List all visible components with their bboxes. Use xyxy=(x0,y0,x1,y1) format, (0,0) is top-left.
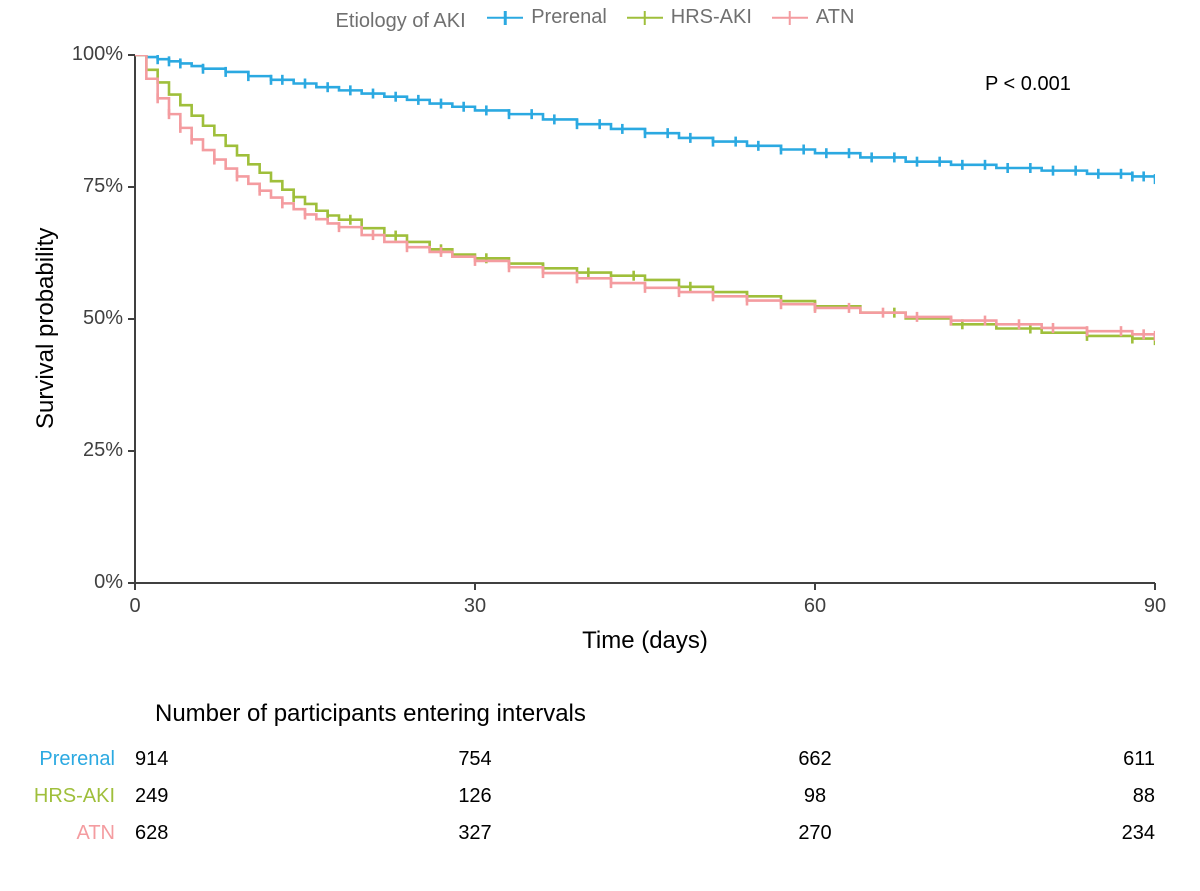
risk-cell: 628 xyxy=(135,822,215,845)
survival-curve-hrs-aki xyxy=(135,55,1155,340)
risk-cell: 611 xyxy=(1075,748,1155,771)
risk-cell: 249 xyxy=(135,785,215,808)
risk-row-label-hrs-aki: HRS-AKI xyxy=(0,785,115,808)
x-tick-mark xyxy=(814,583,816,590)
risk-cell: 754 xyxy=(435,748,515,771)
x-tick-mark xyxy=(134,583,136,590)
survival-curves xyxy=(135,55,1155,583)
survival-curve-atn xyxy=(135,55,1155,336)
risk-cell: 126 xyxy=(435,785,515,808)
x-tick-mark xyxy=(1154,583,1156,590)
legend-swatch-icon xyxy=(772,9,808,27)
plot-area: 0%25%50%75%100%0306090 xyxy=(135,55,1155,583)
risk-cell: 88 xyxy=(1075,785,1155,808)
risk-cell: 98 xyxy=(775,785,855,808)
p-value-text: P < 0.001 xyxy=(985,73,1071,96)
figure-root: Etiology of AKI PrerenalHRS-AKIATN 0%25%… xyxy=(0,0,1200,891)
risk-cell: 234 xyxy=(1075,822,1155,845)
risk-cell: 662 xyxy=(775,748,855,771)
x-tick-label: 0 xyxy=(95,595,175,618)
y-tick-mark xyxy=(128,186,135,188)
x-axis-title: Time (days) xyxy=(135,627,1155,655)
risk-row-label-prerenal: Prerenal xyxy=(0,748,115,771)
x-tick-label: 90 xyxy=(1115,595,1195,618)
x-tick-mark xyxy=(474,583,476,590)
legend-item-hrs-aki: HRS-AKI xyxy=(627,6,752,29)
legend-label: HRS-AKI xyxy=(671,6,752,29)
risk-cell: 914 xyxy=(135,748,215,771)
risk-cell: 270 xyxy=(775,822,855,845)
legend-label: ATN xyxy=(816,6,855,29)
y-axis-title: Survival probability xyxy=(32,228,60,429)
x-tick-label: 60 xyxy=(775,595,855,618)
y-tick-label: 75% xyxy=(43,175,123,198)
y-tick-mark xyxy=(128,54,135,56)
risk-row-label-atn: ATN xyxy=(0,822,115,845)
legend-item-prerenal: Prerenal xyxy=(487,6,607,29)
legend: Etiology of AKI Prerenal HRS-AKI ATN xyxy=(0,6,1200,33)
y-tick-label: 100% xyxy=(43,43,123,66)
legend-swatch-icon xyxy=(627,9,663,27)
legend-label: Prerenal xyxy=(531,6,607,29)
x-tick-label: 30 xyxy=(435,595,515,618)
y-tick-mark xyxy=(128,450,135,452)
legend-title: Etiology of AKI xyxy=(336,10,466,32)
y-tick-mark xyxy=(128,318,135,320)
y-tick-label: 0% xyxy=(43,571,123,594)
legend-swatch-icon xyxy=(487,9,523,27)
legend-item-atn: ATN xyxy=(772,6,855,29)
y-tick-label: 25% xyxy=(43,439,123,462)
risk-table-title: Number of participants entering interval… xyxy=(135,700,1175,728)
risk-cell: 327 xyxy=(435,822,515,845)
